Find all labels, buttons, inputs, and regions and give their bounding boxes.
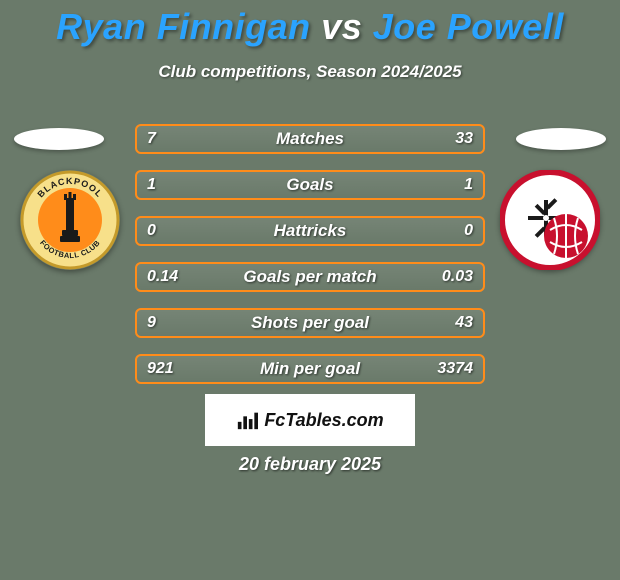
player-a-name: Ryan Finnigan [56,6,311,47]
subtitle: Club competitions, Season 2024/2025 [0,62,620,82]
stat-value-right: 0 [464,222,473,240]
stat-label: Goals per match [137,267,483,287]
stat-value-right: 43 [455,314,473,332]
crest-left-svg: BLACKPOOL FOOTBALL CLUB [20,170,120,270]
stat-row: 9Shots per goal43 [135,308,485,338]
stat-row: 0Hattricks0 [135,216,485,246]
attribution-box: FcTables.com [205,394,415,446]
stat-value-right: 0.03 [442,268,473,286]
stat-value-right: 1 [464,176,473,194]
club-crest-right [500,170,600,270]
stat-value-right: 33 [455,130,473,148]
attribution-text: FcTables.com [264,410,383,431]
stat-row: 1Goals1 [135,170,485,200]
date-text: 20 february 2025 [0,454,620,475]
club-crest-left: BLACKPOOL FOOTBALL CLUB [20,170,120,270]
vs-separator: vs [321,6,362,47]
stat-row: 7Matches33 [135,124,485,154]
stat-label: Goals [137,175,483,195]
stat-label: Min per goal [137,359,483,379]
comparison-infographic: Ryan Finnigan vs Joe Powell Club competi… [0,0,620,580]
stat-row: 921Min per goal3374 [135,354,485,384]
crest-right-svg [500,170,600,270]
stat-label: Matches [137,129,483,149]
stat-value-right: 3374 [437,360,473,378]
pedestal-right [516,128,606,150]
player-b-name: Joe Powell [373,6,564,47]
chart-icon [236,409,258,431]
stat-label: Hattricks [137,221,483,241]
pedestal-left [14,128,104,150]
stat-label: Shots per goal [137,313,483,333]
stat-row: 0.14Goals per match0.03 [135,262,485,292]
page-title: Ryan Finnigan vs Joe Powell [0,6,620,48]
stats-table: 7Matches33 1Goals1 0Hattricks0 0.14Goals pe… [135,124,485,400]
